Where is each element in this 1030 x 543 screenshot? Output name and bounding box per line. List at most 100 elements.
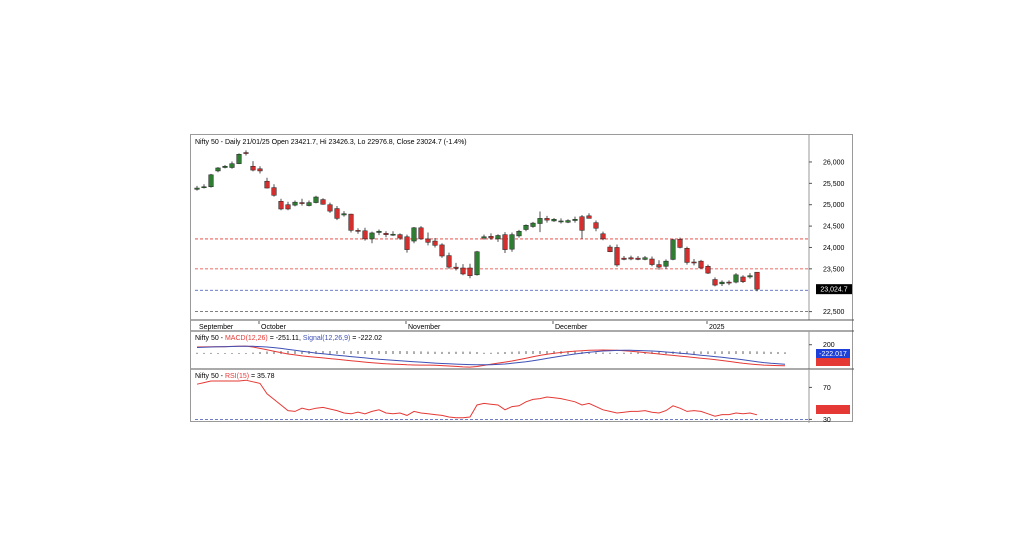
candle-body <box>502 234 508 250</box>
candle-body <box>243 152 249 154</box>
candle <box>194 185 200 191</box>
month-label: September <box>199 324 234 331</box>
candle <box>754 271 760 292</box>
macd-y-tick-label: 200 <box>823 342 835 349</box>
candle-body <box>698 260 704 269</box>
candle-body <box>621 257 627 260</box>
candle-body <box>446 255 452 268</box>
candle-body <box>558 220 564 223</box>
candle <box>607 244 613 253</box>
candle <box>383 231 389 238</box>
signal-value-label: -222.017 <box>819 351 847 358</box>
signal-value-box <box>816 349 850 358</box>
candle-body <box>292 201 298 206</box>
candle-body <box>432 240 438 246</box>
candle-body <box>306 202 312 206</box>
candle-body <box>684 248 690 263</box>
candle <box>523 224 529 232</box>
candle <box>488 233 494 240</box>
candle <box>467 263 473 279</box>
candle-body <box>460 267 466 275</box>
candle <box>432 238 438 248</box>
candle-body <box>565 220 571 223</box>
candle <box>299 198 305 206</box>
candle-body <box>453 266 459 269</box>
price-y-tick-label: 25,000 <box>823 202 845 209</box>
candle <box>257 166 263 174</box>
signal-line <box>196 345 786 366</box>
candle <box>369 231 375 244</box>
candle-body <box>607 246 613 252</box>
candle <box>453 262 459 271</box>
candle-body <box>691 261 697 264</box>
month-label: October <box>261 324 287 331</box>
rsi-y-ticks: 70 30 <box>809 385 831 423</box>
candle <box>502 232 508 254</box>
candle <box>544 215 550 223</box>
candle-body <box>250 165 256 171</box>
candle <box>677 237 683 249</box>
candle <box>558 218 564 224</box>
candle-body <box>439 244 445 257</box>
candle-body <box>628 257 634 260</box>
candle <box>628 255 634 261</box>
chart-svg: Nifty 50 - Daily 21/01/25 Open 23421.7, … <box>191 135 854 423</box>
candle-body <box>481 236 487 239</box>
price-y-tick-label: 24,500 <box>823 224 845 231</box>
macd-panel: Nifty 50 - MACD(12,26) = -251.11, Signal… <box>191 331 854 370</box>
price-y-tick-label: 22,500 <box>823 309 845 316</box>
candle <box>418 226 424 240</box>
candle <box>670 238 676 261</box>
candle-body <box>600 233 606 240</box>
candle-body <box>677 239 683 248</box>
candle-body <box>397 234 403 239</box>
candle-body <box>299 202 305 204</box>
candle <box>684 246 690 265</box>
rsi-panel: Nifty 50 - RSI(15) = 35.78 70 30 35.78 <box>195 369 850 423</box>
candle-body <box>404 236 410 250</box>
candle <box>474 250 480 276</box>
candle <box>222 164 228 169</box>
price-y-tick-label: 24,000 <box>823 245 845 252</box>
candle-body <box>194 187 200 190</box>
rsi-title-value: = 35.78 <box>249 373 275 380</box>
candle <box>271 184 277 197</box>
candle-body <box>614 247 620 266</box>
last-price-badge: 23,024.7 <box>816 284 852 295</box>
candle-body <box>201 186 207 189</box>
candle <box>551 217 557 222</box>
rsi-y-tick-label: 70 <box>823 385 831 392</box>
candles <box>194 150 760 292</box>
candle <box>215 167 221 173</box>
month-label: November <box>408 324 441 331</box>
candle <box>243 150 249 156</box>
candle <box>439 243 445 258</box>
price-y-tick-label: 23,500 <box>823 266 845 273</box>
rsi-y-tick-label: 30 <box>823 417 831 423</box>
candle-body <box>537 218 543 224</box>
candle <box>642 256 648 261</box>
macd-title-signal-value: = -222.02 <box>350 335 382 342</box>
candle <box>530 221 536 228</box>
candle <box>250 161 256 172</box>
candle <box>537 211 543 233</box>
candle-body <box>670 239 676 260</box>
candle-body <box>264 180 270 189</box>
macd-value-box <box>816 358 850 366</box>
price-y-tick-label: 26,000 <box>823 159 845 166</box>
candle-body <box>572 218 578 221</box>
candle <box>334 205 340 221</box>
macd-y-ticks: 200 <box>809 342 835 349</box>
candle-body <box>579 216 585 231</box>
candle-body <box>376 230 382 233</box>
candle <box>691 259 697 266</box>
candle <box>313 195 319 204</box>
candle-body <box>551 218 557 222</box>
candle-body <box>208 174 214 188</box>
candle-body <box>705 266 711 274</box>
price-y-ticks: 26,000 25,500 25,000 24,500 24,000 23,500 22,5… <box>809 159 845 316</box>
candle <box>649 256 655 267</box>
candle-body <box>719 281 725 285</box>
candle <box>516 229 522 238</box>
candle <box>404 234 410 253</box>
